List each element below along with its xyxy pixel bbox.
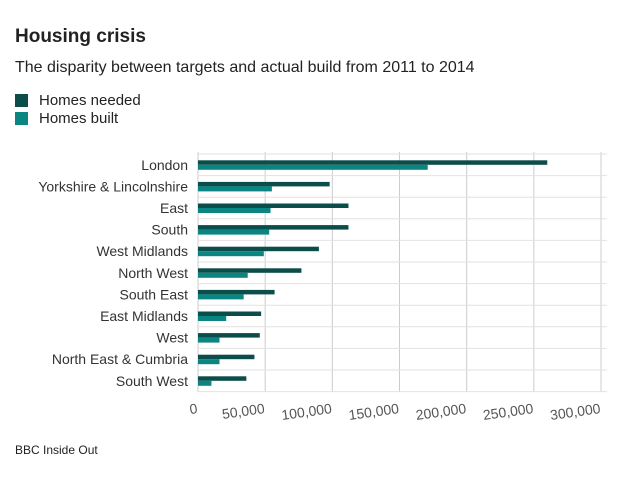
bar-needed bbox=[198, 333, 260, 338]
category-label: North West bbox=[118, 265, 188, 281]
legend-swatch-built bbox=[15, 111, 28, 125]
bar-built bbox=[198, 229, 270, 235]
bar-built bbox=[198, 208, 271, 213]
bar-needed bbox=[198, 246, 319, 252]
bar-built bbox=[198, 272, 248, 278]
chart-subtitle: The disparity between targets and actual… bbox=[15, 59, 475, 76]
bar-needed bbox=[198, 311, 262, 316]
category-label: Yorkshire & Lincolnshire bbox=[38, 178, 188, 194]
category-label: West bbox=[156, 330, 188, 346]
category-label: North East & Cumbria bbox=[52, 351, 188, 367]
bar-built bbox=[198, 380, 212, 386]
legend-item-needed: Homes needed bbox=[15, 91, 141, 109]
bar-needed bbox=[198, 376, 247, 381]
legend-label-needed: Homes needed bbox=[39, 91, 141, 109]
x-tick-label: 50,000 bbox=[221, 400, 266, 422]
legend-label-built: Homes built bbox=[39, 109, 119, 127]
bar-needed bbox=[198, 268, 302, 273]
legend-swatch-needed bbox=[15, 93, 28, 107]
bar-needed bbox=[198, 289, 275, 295]
category-label: East Midlands bbox=[100, 308, 188, 324]
category-label: East bbox=[160, 200, 188, 216]
x-tick-label: 300,000 bbox=[549, 400, 602, 423]
bar-built bbox=[198, 251, 264, 257]
x-tick-label: 100,000 bbox=[280, 400, 333, 423]
bar-needed bbox=[198, 181, 330, 187]
bar-needed bbox=[198, 160, 548, 165]
bar-needed bbox=[198, 203, 349, 208]
bar-built bbox=[198, 359, 220, 365]
bar-built bbox=[198, 164, 428, 170]
bar-built bbox=[198, 316, 227, 321]
x-tick-label: 0 bbox=[188, 400, 198, 417]
category-label: South West bbox=[116, 373, 188, 389]
bar-built bbox=[198, 186, 272, 192]
bar-built bbox=[198, 337, 220, 343]
bar-needed bbox=[198, 225, 349, 230]
source-credit: BBC Inside Out bbox=[15, 443, 98, 457]
category-label: South bbox=[151, 222, 188, 238]
legend-item-built: Homes built bbox=[15, 109, 141, 127]
legend: Homes needed Homes built bbox=[15, 91, 141, 127]
category-label: South East bbox=[120, 286, 189, 302]
x-tick-label: 250,000 bbox=[482, 400, 535, 423]
chart-title: Housing crisis bbox=[15, 26, 146, 47]
category-label: West Midlands bbox=[96, 243, 188, 259]
x-tick-label: 150,000 bbox=[348, 400, 401, 423]
x-tick-label: 200,000 bbox=[415, 400, 468, 423]
bar-needed bbox=[198, 354, 255, 360]
bar-built bbox=[198, 294, 244, 300]
category-label: London bbox=[141, 157, 188, 173]
